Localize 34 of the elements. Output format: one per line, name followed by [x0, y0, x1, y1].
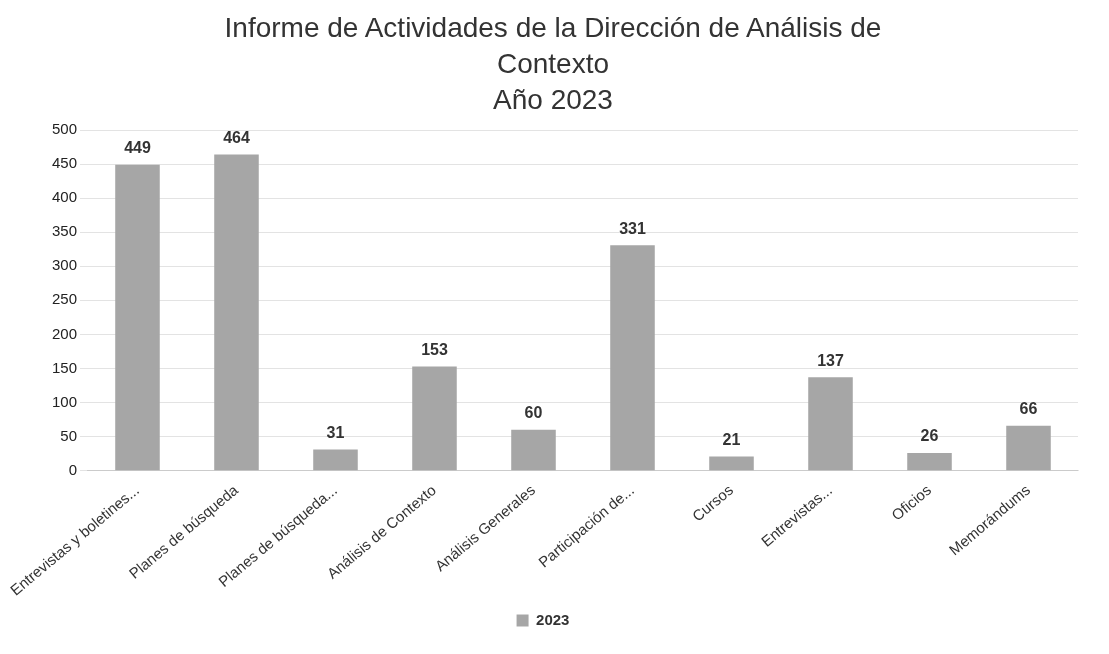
- data-label: 137: [817, 351, 844, 369]
- bar: [808, 377, 853, 471]
- y-tick-label: 200: [51, 324, 77, 342]
- y-tick-label: 100: [51, 392, 77, 410]
- data-label: 153: [421, 340, 448, 358]
- y-tick-label: 300: [51, 256, 77, 274]
- bar: [709, 456, 754, 471]
- bar: [412, 366, 457, 471]
- data-label: 26: [920, 427, 939, 445]
- data-label: 449: [124, 139, 151, 157]
- y-tick-label: 450: [51, 154, 77, 172]
- legend-label: 2023: [536, 610, 570, 628]
- bar: [115, 164, 160, 471]
- bar: [511, 429, 556, 471]
- y-tick-label: 250: [51, 290, 77, 308]
- y-tick-label: 150: [51, 358, 77, 376]
- data-label: 21: [722, 430, 741, 448]
- y-tick-label: 0: [68, 460, 77, 478]
- chart-title: Informe de Actividades de la Dirección de Análisis de Contexto: [223, 11, 883, 81]
- bar: [610, 245, 655, 471]
- bar: [907, 452, 952, 471]
- data-label: 464: [223, 128, 250, 146]
- y-tick-label: 50: [60, 426, 77, 444]
- y-tick-label: 500: [51, 120, 77, 138]
- bar: [214, 154, 259, 471]
- chart-subtitle: Año 2023: [492, 83, 614, 117]
- data-label: 31: [326, 423, 345, 441]
- bar: [1006, 425, 1051, 471]
- data-label: 66: [1019, 400, 1038, 418]
- data-label: 60: [524, 404, 543, 422]
- data-label: 331: [619, 219, 646, 237]
- bar: [313, 449, 358, 471]
- y-tick-label: 350: [51, 222, 77, 240]
- y-tick-label: 400: [51, 188, 77, 206]
